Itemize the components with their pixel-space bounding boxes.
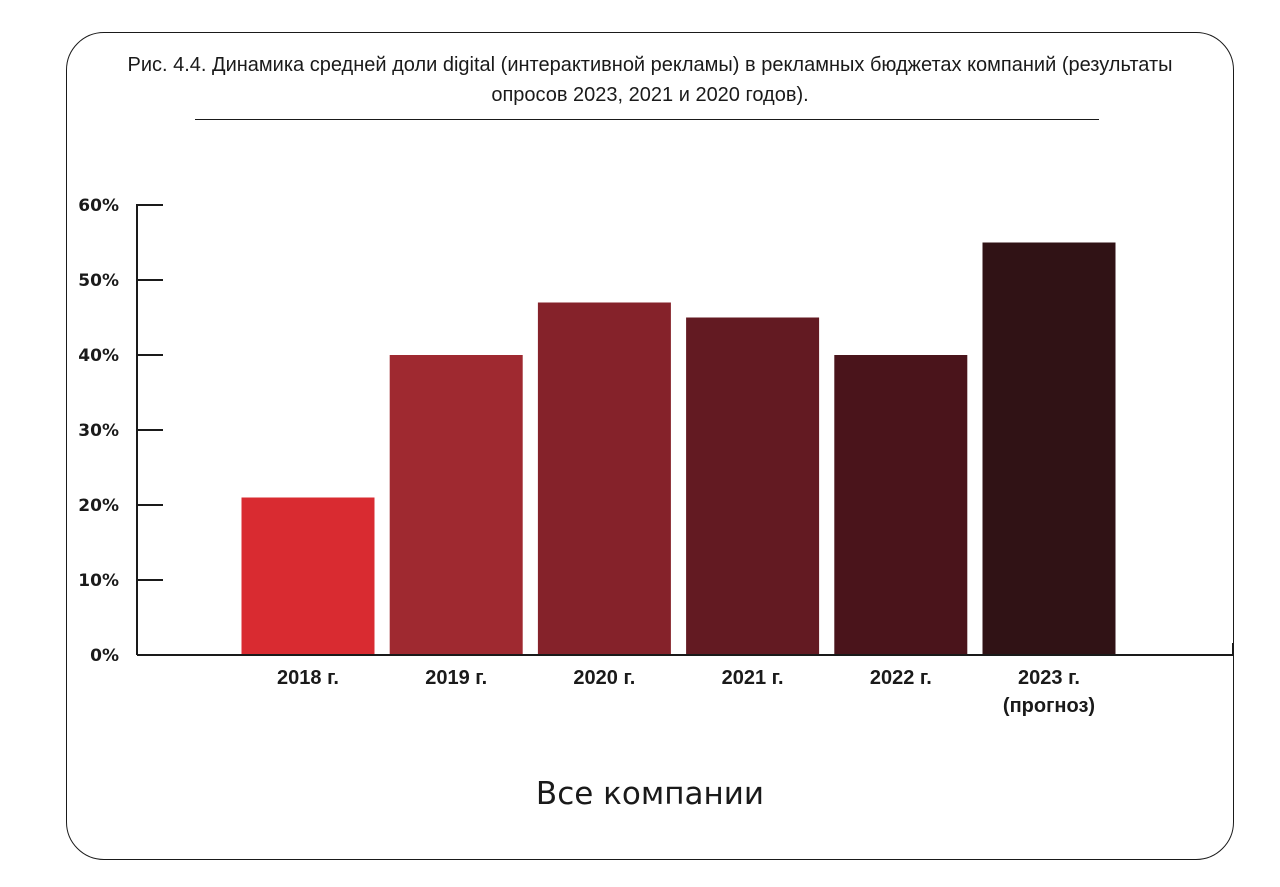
y-tick-label: 60%: [78, 196, 119, 216]
x-tick-label: 2021 г.: [722, 667, 784, 689]
x-tick-label: 2020 г.: [573, 667, 635, 689]
x-tick-label: (прогноз): [1003, 695, 1095, 717]
y-tick-label: 20%: [78, 496, 119, 516]
y-axis: 0% 10% 20% 30% 40% 50% 60%: [78, 196, 163, 666]
bar: [389, 355, 523, 655]
bar: [834, 355, 968, 655]
x-tick-label: 2019 г.: [425, 667, 487, 689]
bar: [686, 317, 820, 655]
y-tick-label: 50%: [78, 271, 119, 291]
x-tick-label: 2023 г.: [1018, 667, 1080, 689]
y-tick-label: 0%: [90, 646, 119, 666]
x-tick-label: 2018 г.: [277, 667, 339, 689]
x-tick-label: 2022 г.: [870, 667, 932, 689]
bar: [982, 242, 1116, 655]
x-axis-label: Все компании: [535, 776, 765, 812]
y-tick-label: 40%: [78, 346, 119, 366]
y-tick-label: 30%: [78, 421, 119, 441]
bar: [537, 302, 671, 655]
y-tick-label: 10%: [78, 571, 119, 591]
x-axis: 2018 г. 2019 г. 2020 г. 2021 г. 2022 г. 2023 …: [137, 643, 1234, 717]
chart-title: Рис. 4.4. Динамика средней доли digital …: [127, 54, 1173, 106]
bars: [241, 242, 1116, 655]
title-divider: [195, 119, 1099, 120]
bar: [241, 497, 375, 655]
